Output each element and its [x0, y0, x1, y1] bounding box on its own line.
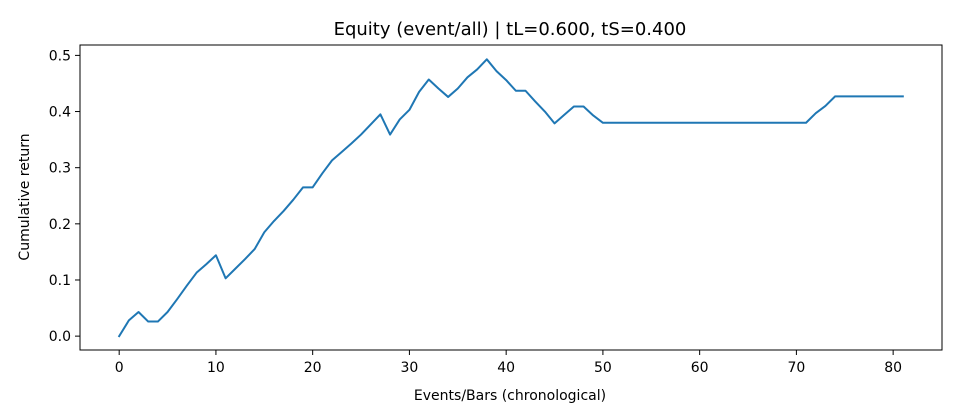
- x-tick-label: 70: [787, 360, 805, 376]
- x-axis-label: Events/Bars (chronological): [414, 388, 606, 404]
- x-tick-label: 80: [884, 360, 902, 376]
- y-tick-label: 0.5: [49, 48, 71, 64]
- chart-title: Equity (event/all) | tL=0.600, tS=0.400: [334, 19, 687, 40]
- x-tick-label: 0: [115, 360, 124, 376]
- y-tick-label: 0.0: [49, 329, 71, 345]
- y-tick-label: 0.3: [49, 161, 71, 177]
- x-tick-label: 40: [497, 360, 515, 376]
- series-line-0: [117, 58, 904, 338]
- x-tick-label: 20: [304, 360, 322, 376]
- x-tick-label: 10: [207, 360, 225, 376]
- y-tick-label: 0.2: [49, 217, 71, 233]
- x-tick-label: 30: [401, 360, 419, 376]
- y-tick-label: 0.1: [49, 273, 71, 289]
- y-tick-label: 0.4: [49, 105, 71, 121]
- y-axis-label: Cumulative return: [17, 133, 33, 260]
- plot-frame: [79, 44, 943, 351]
- x-tick-label: 60: [691, 360, 709, 376]
- x-tick-label: 50: [594, 360, 612, 376]
